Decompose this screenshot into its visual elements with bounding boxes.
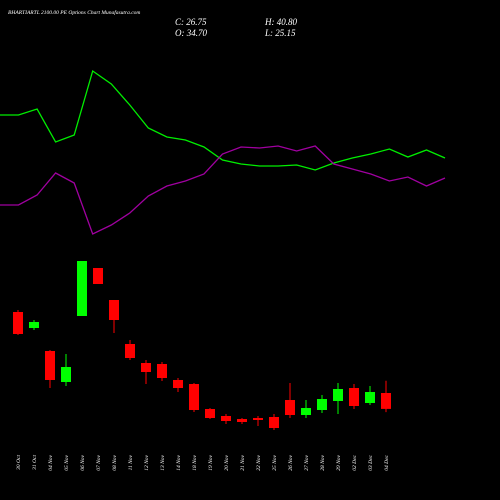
candle-body xyxy=(237,419,247,422)
candle-body xyxy=(285,400,295,415)
x-tick-label: 04 Nov xyxy=(47,454,54,470)
x-tick-label: 12 Nov xyxy=(144,454,150,470)
close-label: C: 26.75 xyxy=(175,17,207,27)
x-tick-label: 04 Dec xyxy=(383,454,390,470)
x-tick-label: 06 Nov xyxy=(80,454,86,470)
candle-body xyxy=(189,384,199,410)
indicator-line xyxy=(0,69,446,171)
x-tick-label: 27 Nov xyxy=(304,454,310,470)
x-tick-label: 13 Nov xyxy=(160,454,166,470)
x-tick-label: 11 Nov xyxy=(128,454,134,470)
x-tick-label: 18 Nov xyxy=(192,454,198,470)
chart-title: BHARTIARTL 2100.00 PE Options Chart Muna… xyxy=(8,9,140,16)
x-tick-label: 19 Nov xyxy=(208,454,214,470)
open-label: O: 34.70 xyxy=(175,28,207,38)
candle-body xyxy=(77,261,87,316)
x-tick-label: 08 Nov xyxy=(112,454,118,470)
candle-body xyxy=(61,367,71,382)
candle-body xyxy=(317,399,327,410)
candle-body xyxy=(109,300,119,320)
candle-body xyxy=(93,268,103,284)
x-tick-label: 20 Nov xyxy=(224,454,230,470)
candle-body xyxy=(349,388,359,406)
candle-body xyxy=(173,380,183,388)
x-tick-label: 03 Dec xyxy=(368,454,374,470)
indicator-line xyxy=(0,145,446,235)
candle-body xyxy=(125,344,135,358)
x-tick-label: 29 Nov xyxy=(336,454,342,470)
x-tick-label: 22 Nov xyxy=(256,454,262,470)
x-tick-label: 21 Nov xyxy=(240,454,246,470)
candle-body xyxy=(141,363,151,372)
x-tick-label: 26 Nov xyxy=(288,454,294,470)
high-label: H: 40.80 xyxy=(264,17,297,27)
x-tick-label: 25 Nov xyxy=(272,454,278,470)
x-tick-label: 05 Nov xyxy=(64,454,70,470)
candle-body xyxy=(13,312,23,334)
candle-body xyxy=(333,389,343,401)
candle-body xyxy=(45,351,55,380)
candle-body xyxy=(29,322,39,328)
candle-body xyxy=(221,416,231,421)
x-tick-label: 07 Nov xyxy=(96,454,102,470)
candle-body xyxy=(365,392,375,403)
candle-body xyxy=(157,364,167,378)
x-tick-label: 14 Nov xyxy=(175,454,182,470)
candle-body xyxy=(253,418,263,420)
low-label: L: 25.15 xyxy=(264,28,296,38)
x-tick-label: 28 Nov xyxy=(320,454,326,470)
candle-body xyxy=(381,393,391,409)
candle-body xyxy=(269,417,279,428)
x-tick-label: 31 Oct xyxy=(32,455,38,471)
candle-body xyxy=(205,409,215,418)
candle-body xyxy=(301,408,311,415)
x-tick-label: 30 Oct xyxy=(16,455,22,471)
x-tick-label: 02 Dec xyxy=(352,454,358,470)
